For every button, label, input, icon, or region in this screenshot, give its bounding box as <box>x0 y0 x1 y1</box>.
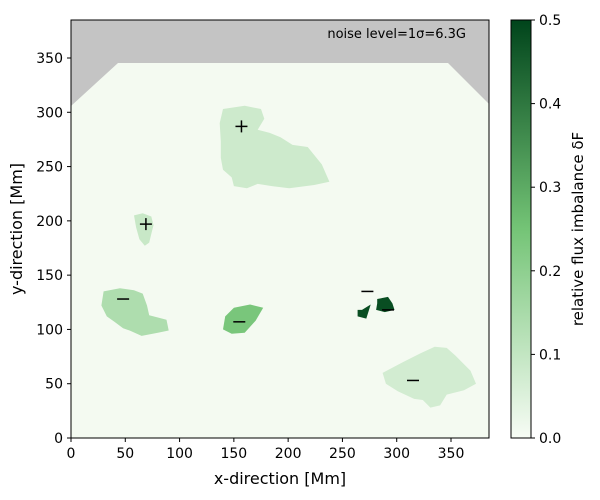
x-tick-label: 300 <box>383 446 410 462</box>
plot-area <box>70 19 490 439</box>
colorbar-tick-label: 0.2 <box>539 264 561 280</box>
x-tick-label: 200 <box>275 446 302 462</box>
positive-region-2 <box>134 213 154 246</box>
x-tick-label: 350 <box>438 446 465 462</box>
colorbar-tick-label: 0.0 <box>539 431 561 447</box>
y-tick-label: 200 <box>36 214 63 230</box>
plot-frame <box>70 19 490 439</box>
y-tick-label: 50 <box>45 377 63 393</box>
colorbar-ticks: 0.0 0.1 0.2 0.3 0.4 0.5 <box>531 13 561 447</box>
y-tick-label: 150 <box>36 268 63 284</box>
x-tick-label: 100 <box>166 446 193 462</box>
x-tick-label: 250 <box>329 446 356 462</box>
y-axis: 0 50 100 150 200 250 300 350 <box>36 51 71 447</box>
y-tick-label: 100 <box>36 322 63 338</box>
negative-region-4 <box>376 296 395 313</box>
x-axis: 0 50 100 150 200 250 300 350 <box>67 438 465 462</box>
colorbar-tick-label: 0.4 <box>539 97 561 113</box>
y-tick-label: 0 <box>54 431 63 447</box>
y-tick-label: 300 <box>36 105 63 121</box>
negative-region-5 <box>382 346 476 408</box>
plus-marker <box>235 120 248 133</box>
annotation-noise-level: noise level=1σ=6.3G <box>327 27 466 42</box>
x-tick-label: 0 <box>67 446 76 462</box>
y-tick-label: 350 <box>36 51 63 67</box>
x-tick-label: 50 <box>116 446 134 462</box>
negative-region-1 <box>101 288 169 336</box>
colorbar-label: relative flux imbalance δF <box>569 132 587 326</box>
polarity-markers <box>117 120 419 382</box>
colorbar-tick-label: 0.5 <box>539 13 561 29</box>
plus-marker <box>139 218 152 231</box>
negative-region-2 <box>223 304 264 334</box>
x-tick-label: 150 <box>220 446 247 462</box>
colorbar: 0.0 0.1 0.2 0.3 0.4 0.5 relative flux imbalan… <box>510 13 587 447</box>
colorbar-tick-label: 0.1 <box>539 347 561 363</box>
negative-region-3 <box>357 304 371 319</box>
x-axis-label: x-direction [Mm] <box>214 469 346 488</box>
y-tick-label: 250 <box>36 160 63 176</box>
colorbar-gradient <box>510 19 532 439</box>
colorbar-tick-label: 0.3 <box>539 180 561 196</box>
y-axis-label: y-direction [Mm] <box>7 163 26 295</box>
masked-region <box>71 20 489 106</box>
